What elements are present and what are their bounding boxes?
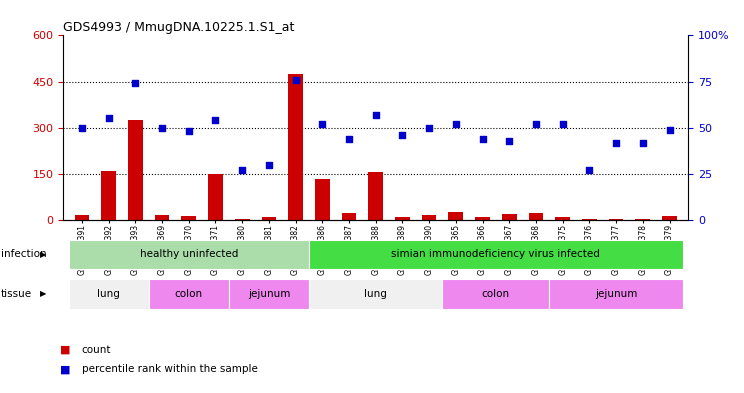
- Bar: [395, 217, 410, 220]
- Point: [530, 121, 542, 127]
- Bar: [529, 213, 543, 220]
- Point: [664, 127, 676, 133]
- Text: GDS4993 / MmugDNA.10225.1.S1_at: GDS4993 / MmugDNA.10225.1.S1_at: [63, 21, 295, 34]
- Bar: [662, 217, 677, 220]
- Point: [183, 128, 195, 134]
- Bar: [155, 215, 170, 220]
- Bar: [309, 279, 443, 309]
- Text: colon: colon: [482, 289, 510, 299]
- Point: [129, 80, 141, 86]
- Point: [103, 116, 115, 122]
- Bar: [582, 219, 597, 220]
- Text: jejunum: jejunum: [595, 289, 638, 299]
- Point: [289, 77, 301, 83]
- Text: simian immunodeficiency virus infected: simian immunodeficiency virus infected: [391, 250, 600, 259]
- Point: [156, 125, 168, 131]
- Bar: [182, 216, 196, 220]
- Text: count: count: [82, 345, 112, 355]
- Bar: [235, 219, 249, 220]
- Point: [76, 125, 88, 131]
- Bar: [475, 217, 490, 220]
- Point: [210, 117, 222, 123]
- Bar: [229, 279, 309, 309]
- Bar: [443, 279, 549, 309]
- Point: [610, 140, 622, 146]
- Bar: [502, 214, 516, 220]
- Point: [316, 121, 328, 127]
- Bar: [68, 279, 149, 309]
- Bar: [309, 240, 683, 269]
- Point: [423, 125, 435, 131]
- Point: [263, 162, 275, 168]
- Bar: [341, 213, 356, 220]
- Text: tissue: tissue: [1, 289, 32, 299]
- Bar: [68, 240, 309, 269]
- Point: [343, 136, 355, 142]
- Bar: [635, 219, 650, 220]
- Bar: [149, 279, 229, 309]
- Bar: [315, 178, 330, 220]
- Bar: [128, 120, 143, 220]
- Bar: [368, 173, 383, 220]
- Text: healthy uninfected: healthy uninfected: [140, 250, 238, 259]
- Text: percentile rank within the sample: percentile rank within the sample: [82, 364, 257, 375]
- Bar: [549, 279, 683, 309]
- Point: [370, 112, 382, 118]
- Text: lung: lung: [365, 289, 387, 299]
- Text: jejunum: jejunum: [248, 289, 290, 299]
- Text: lung: lung: [97, 289, 120, 299]
- Bar: [449, 212, 464, 220]
- Point: [397, 132, 408, 138]
- Text: ▶: ▶: [40, 289, 46, 298]
- Bar: [208, 174, 222, 220]
- Bar: [74, 215, 89, 220]
- Bar: [422, 215, 437, 220]
- Bar: [288, 74, 303, 220]
- Point: [450, 121, 462, 127]
- Point: [477, 136, 489, 142]
- Point: [637, 140, 649, 146]
- Point: [503, 138, 515, 144]
- Text: colon: colon: [175, 289, 203, 299]
- Text: ■: ■: [60, 364, 70, 375]
- Bar: [262, 217, 276, 220]
- Bar: [101, 171, 116, 220]
- Point: [557, 121, 568, 127]
- Text: infection: infection: [1, 250, 46, 259]
- Text: ■: ■: [60, 345, 70, 355]
- Bar: [609, 219, 623, 220]
- Point: [237, 167, 248, 173]
- Point: [583, 167, 595, 173]
- Bar: [555, 217, 570, 220]
- Text: ▶: ▶: [40, 250, 46, 259]
